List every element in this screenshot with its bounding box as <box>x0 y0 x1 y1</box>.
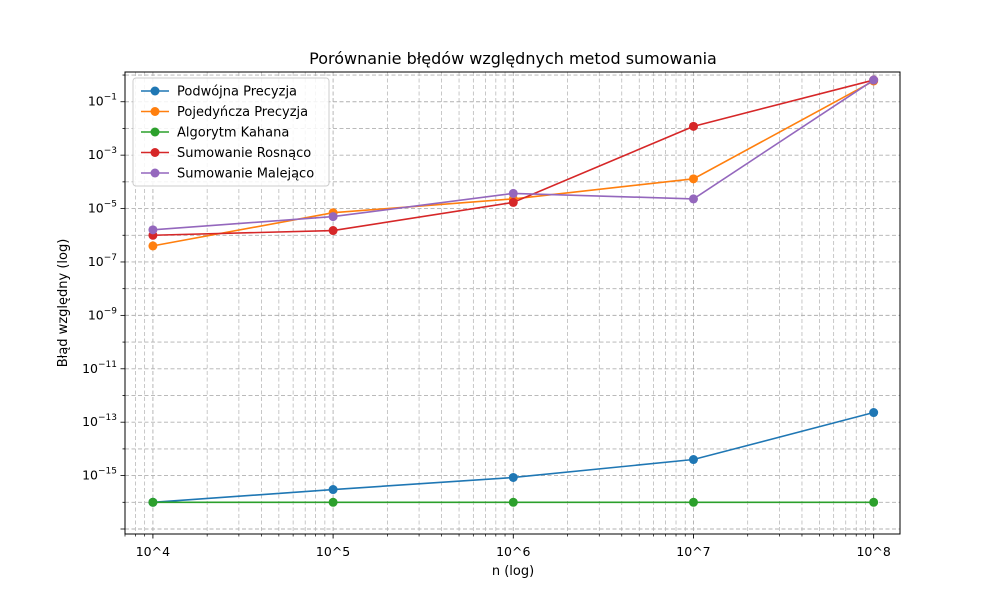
data-point <box>328 497 338 507</box>
data-point <box>869 497 879 507</box>
data-point <box>869 408 879 418</box>
data-point <box>688 194 698 204</box>
data-point <box>328 212 338 222</box>
y-tick-label: 10−11 <box>82 360 117 376</box>
data-point <box>688 121 698 131</box>
legend-swatch-marker <box>150 127 160 137</box>
legend-swatch-marker <box>150 168 160 178</box>
data-point <box>508 197 518 207</box>
ticks: 10^4 10^5 10^6 10^7 10^8 10−15 10−13 10−11 10−9 1… <box>82 74 891 559</box>
data-point <box>869 75 879 85</box>
data-point <box>328 485 338 495</box>
legend-label: Pojedyńcza Precyzja <box>177 105 308 120</box>
legend-frame <box>132 77 330 187</box>
legend-label: Sumowanie Malejąco <box>177 167 314 182</box>
data-point <box>688 497 698 507</box>
x-tick-label: 10^4 <box>136 544 170 559</box>
data-point <box>688 174 698 184</box>
y-tick-label: 10−7 <box>88 253 117 269</box>
chart-title: Porównanie błędów względnych metod sumow… <box>309 49 717 68</box>
x-axis-label: n (log) <box>492 564 534 579</box>
data-point <box>148 497 158 507</box>
series-layer <box>148 75 879 507</box>
data-point <box>148 225 158 235</box>
legend-label: Sumowanie Rosnąco <box>177 146 311 161</box>
y-tick-label: 10−15 <box>82 467 117 483</box>
legend-label: Podwójna Precyzja <box>177 85 297 100</box>
x-tick-label: 10^6 <box>496 544 530 559</box>
y-tick-label: 10−5 <box>88 200 117 216</box>
y-tick-label: 10−1 <box>88 93 117 109</box>
legend-label: Algorytm Kahana <box>177 126 289 141</box>
y-axis-label: Błąd względny (log) <box>56 239 71 368</box>
data-point <box>688 455 698 465</box>
x-tick-label: 10^8 <box>856 544 890 559</box>
legend: Podwójna Precyzja Pojedyńcza Precyzja Algo… <box>132 77 330 187</box>
data-point <box>328 226 338 236</box>
x-tick-label: 10^5 <box>316 544 350 559</box>
legend-swatch-marker <box>150 107 160 116</box>
plot-frame <box>124 71 901 535</box>
legend-swatch-marker <box>150 148 160 157</box>
grid <box>124 72 900 534</box>
data-point <box>508 497 518 507</box>
data-point <box>508 472 518 482</box>
data-point <box>148 241 158 251</box>
y-tick-label: 10−13 <box>82 413 117 429</box>
x-tick-label: 10^7 <box>676 544 710 559</box>
data-point <box>508 188 518 198</box>
y-tick-label: 10−3 <box>88 146 117 162</box>
legend-swatch-marker <box>150 86 160 96</box>
y-tick-label: 10−9 <box>88 306 117 322</box>
